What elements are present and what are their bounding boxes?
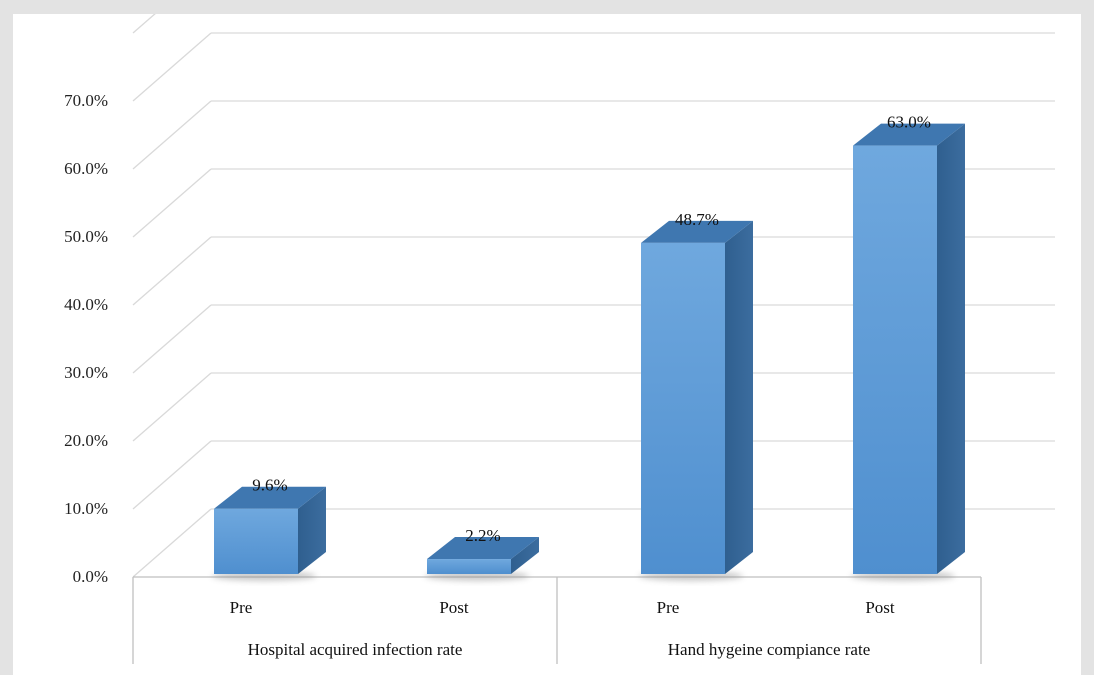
y-tick-label: 0.0%	[73, 567, 108, 586]
bar-side	[511, 537, 539, 574]
category-label: Post	[439, 598, 469, 617]
data-labels: 9.6% 2.2% 48.7% 63.0%	[252, 113, 931, 545]
gridline-diagonal	[132, 372, 212, 442]
bar-front	[641, 242, 725, 574]
bar-top	[641, 220, 753, 243]
category-label: Post	[865, 598, 895, 617]
bar-side	[725, 220, 753, 574]
gridline-diagonal	[132, 32, 212, 102]
group-label: Hand hygeine compiance rate	[668, 640, 871, 659]
bar-top	[427, 537, 539, 560]
bar-front	[214, 508, 298, 574]
data-label: 63.0%	[887, 113, 931, 132]
gridline-diagonal	[132, 440, 212, 510]
y-tick-label: 70.0%	[64, 91, 108, 110]
y-tick-label: 30.0%	[64, 363, 108, 382]
category-label: Pre	[657, 598, 680, 617]
y-tick-label: 60.0%	[64, 159, 108, 178]
category-label: Pre	[230, 598, 253, 617]
gridline-diagonal	[132, 304, 212, 374]
bar-side	[298, 486, 326, 574]
y-tick-label: 20.0%	[64, 431, 108, 450]
gridline-diagonal	[132, 14, 156, 34]
y-tick-label: 10.0%	[64, 499, 108, 518]
bar-side	[937, 123, 965, 574]
group-label: Hospital acquired infection rate	[248, 640, 463, 659]
category-axis: Pre Post Pre Post Hospital acquired infectio…	[132, 577, 982, 664]
bar-chart: 0.0%10.0%20.0%30.0%40.0%50.0%60.0%70.0% …	[64, 14, 1055, 664]
data-label: 48.7%	[675, 210, 719, 229]
bar-top	[214, 486, 326, 509]
y-axis: 0.0% 10.0% 20.0% 30.0% 40.0% 50.0% 60.0% 70.0%	[64, 91, 981, 586]
bars	[211, 123, 965, 581]
y-tick-label: 40.0%	[64, 295, 108, 314]
y-tick-label: 50.0%	[64, 227, 108, 246]
chart-frame: 0.0% 10.0% 20.0% 30.0% 40.0% 50.0% 60.0% 70.0% …	[13, 14, 1081, 675]
bar-top	[853, 123, 965, 146]
gridline-diagonal	[132, 508, 212, 578]
data-label: 2.2%	[465, 526, 500, 545]
bar-front	[853, 145, 937, 574]
gridline-diagonal	[132, 168, 212, 238]
bar-front	[427, 559, 511, 574]
gridline-diagonal	[132, 236, 212, 306]
data-label: 9.6%	[252, 476, 287, 495]
gridline-diagonal	[132, 100, 212, 170]
